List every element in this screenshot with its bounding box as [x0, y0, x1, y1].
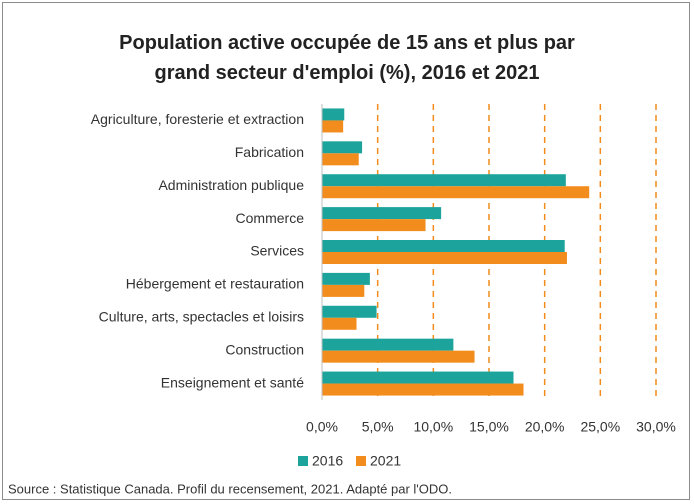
bar: [322, 120, 344, 133]
bar: [322, 207, 442, 220]
bar: [322, 252, 567, 264]
y-tick-label: Commerce: [236, 210, 305, 226]
legend-swatch: [298, 456, 308, 466]
bar: [322, 284, 365, 297]
bar: [322, 108, 345, 121]
x-tick-label: 30,0%: [636, 419, 676, 435]
y-tick-label: Culture, arts, spectacles et loisirs: [99, 308, 304, 324]
bar: [322, 141, 363, 154]
bar: [322, 240, 565, 252]
y-tick-label: Administration publique: [158, 177, 304, 193]
x-tick-label: 15,0%: [469, 419, 509, 435]
chart-title: Population active occupée de 15 ans et p…: [119, 32, 575, 84]
y-tick-label: Agriculture, foresterie et extraction: [91, 111, 304, 127]
bar: [322, 350, 475, 363]
bar: [322, 153, 359, 166]
y-tick-label: Hébergement et restauration: [126, 276, 304, 292]
bar: [322, 383, 524, 396]
bar: [322, 272, 370, 285]
x-tick-label: 0,0%: [306, 419, 338, 435]
source: Source : Statistique Canada. Profil du r…: [8, 481, 452, 496]
bar: [322, 338, 454, 351]
x-tick-label: 20,0%: [525, 419, 565, 435]
y-tick-label: Enseignement et santé: [161, 374, 304, 390]
bar: [322, 186, 590, 199]
x-tick-label: 5,0%: [362, 419, 394, 435]
x-tick-label: 10,0%: [413, 419, 453, 435]
legend-label: 2021: [370, 453, 401, 469]
bar: [322, 305, 377, 318]
legend-swatch: [356, 456, 366, 466]
x-tick-label: 25,0%: [580, 419, 620, 435]
y-tick-label: Fabrication: [235, 144, 304, 160]
bar: [322, 371, 514, 384]
bar: [322, 174, 566, 187]
legend-label: 2016: [312, 453, 343, 469]
y-tick-label: Services: [250, 243, 304, 259]
bar: [322, 219, 426, 232]
frame: [2, 2, 690, 500]
y-tick-label: Construction: [225, 341, 304, 357]
bar: [322, 317, 357, 330]
